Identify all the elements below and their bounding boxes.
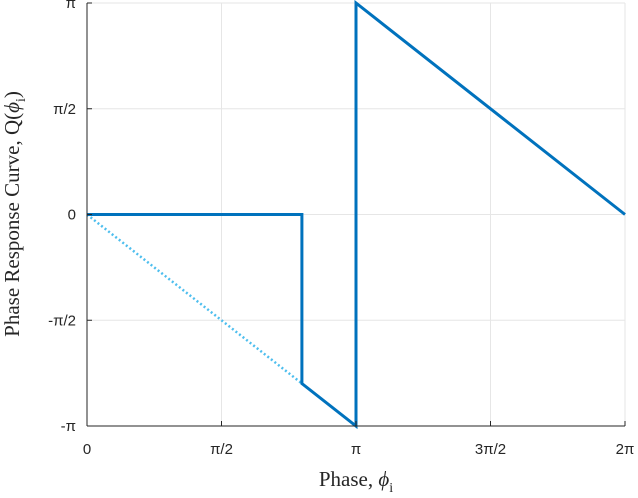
y-axis-title: Phase Response Curve, Q(ϕi) — [0, 91, 29, 337]
x-axis-title-subscript: i — [389, 481, 393, 496]
y-tick-label-4: π — [66, 0, 76, 12]
x-axis-title-symbol: ϕ — [378, 467, 389, 491]
x-axis-title-text: Phase, — [319, 467, 379, 491]
y-axis-title-close: ) — [0, 91, 24, 98]
axes — [86, 2, 626, 427]
x-tick-label-2: π — [351, 441, 361, 458]
y-axis-title-text: Phase Response Curve, Q( — [0, 113, 24, 337]
y-axis-title-subscript: i — [14, 98, 29, 102]
y-axis-title-symbol: ϕ — [0, 102, 24, 113]
x-axis-title: Phase, ϕi — [319, 467, 393, 496]
y-tick-label-0: -π — [61, 418, 76, 435]
x-tick-label-4: 2π — [616, 441, 635, 458]
y-tick-label-1: -π/2 — [48, 312, 76, 329]
x-tick-label-3: 3π/2 — [475, 441, 506, 458]
y-tick-label-2: 0 — [68, 207, 76, 224]
tick-labels: 0 π/2 π 3π/2 2π -π -π/2 0 π/2 π — [48, 0, 634, 458]
x-tick-label-1: π/2 — [210, 441, 233, 458]
y-tick-label-3: π/2 — [53, 101, 76, 118]
series-0-line — [87, 0, 626, 430]
plot-series — [86, 0, 626, 430]
x-tick-label-0: 0 — [83, 441, 91, 458]
